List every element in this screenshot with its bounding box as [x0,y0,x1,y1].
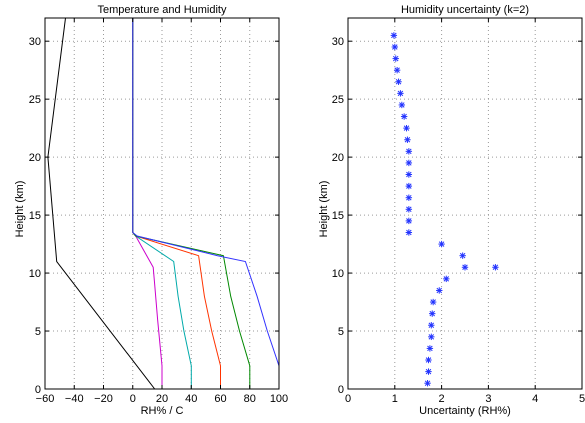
scatter-point [397,90,404,97]
scatter-point [405,194,413,201]
scatter-point [391,43,398,51]
scatter-point [403,124,410,132]
x-axis-label: Uncertainty (RH%) [419,405,511,417]
scatter-point [428,322,435,329]
temperature-humidity-panel: Temperature and Humidity RH% / C Height … [14,4,288,417]
scatter-point [405,159,413,167]
y-tick-label: 5 [35,326,41,338]
scatter-point [438,240,445,248]
scatter-point [424,380,431,387]
scatter-point [392,55,399,62]
x-axis-label: RH% / C [141,405,184,417]
series-lines [47,17,280,390]
x-tick-label: 20 [156,393,168,405]
x-tick-label: −20 [94,393,113,405]
x-tick-label: 80 [244,393,256,405]
series-line-3 [132,18,221,389]
scatter-point [492,264,499,271]
y-tick-label: 20 [332,152,344,164]
axis-ticks: −60 −40 −20 0 20 40 60 80 100 0 5 10 15 20 25 30 [29,18,288,405]
grid [44,18,280,390]
plot-title: Temperature and Humidity [97,4,227,16]
x-tick-label: 2 [439,393,445,405]
scatter-point [425,356,432,364]
scatter-point [398,101,406,109]
y-tick-label: 15 [29,210,41,222]
y-tick-label: 30 [332,36,344,48]
y-tick-label: 0 [35,384,41,396]
scatter-point [405,206,413,213]
scatter-point [404,136,411,143]
y-tick-label: 25 [332,94,344,106]
axis-ticks: 0 1 2 3 4 5 0 5 10 15 20 25 30 [332,18,585,405]
x-tick-label: 1 [392,393,398,405]
x-tick-label: 5 [579,393,585,405]
plot-frame [44,17,280,390]
scatter-point [429,298,437,306]
scatter-point [405,217,413,225]
series-line-2 [132,18,192,389]
x-tick-label: 40 [185,393,197,405]
scatter-point [405,171,413,178]
x-tick-label: 100 [270,393,288,405]
scatter-markers [390,32,499,387]
scatter-point [425,368,432,375]
scatter-point [429,310,436,317]
x-tick-label: 3 [485,393,491,405]
scatter-point [393,66,401,74]
scatter-point [443,275,450,283]
scatter-point [395,78,402,85]
x-tick-label: 0 [130,393,136,405]
x-tick-label: 60 [214,393,226,405]
scatter-point [428,333,435,341]
plot-frame [347,17,583,390]
x-tick-label: −60 [36,393,55,405]
y-tick-label: 10 [29,268,41,280]
y-tick-label: 10 [332,268,344,280]
scatter-point [405,148,413,155]
y-tick-label: 25 [29,94,41,106]
humidity-uncertainty-panel: Humidity uncertainty (k=2) Uncertainty (… [318,4,585,417]
scatter-point [400,113,408,120]
x-tick-label: 0 [345,393,351,405]
y-axis-label: Height (km) [14,181,26,238]
series-line-5 [132,18,280,389]
series-line-1 [132,18,163,389]
x-tick-label: 4 [532,393,538,405]
y-tick-label: 15 [332,210,344,222]
scatter-point [390,32,398,39]
y-tick-label: 0 [338,384,344,396]
scatter-point [405,229,413,236]
scatter-point [405,182,413,190]
grid [347,18,583,390]
y-tick-label: 5 [338,326,344,338]
series-line-4 [132,18,251,389]
scatter-point [436,287,443,294]
x-tick-label: −40 [65,393,84,405]
series-line-0 [47,17,156,390]
y-tick-label: 20 [29,152,41,164]
scatter-point [459,252,466,259]
scatter-point [426,345,434,352]
plot-title: Humidity uncertainty (k=2) [401,4,529,16]
scatter-point [461,264,469,271]
y-axis-label: Height (km) [318,181,330,238]
y-tick-label: 30 [29,36,41,48]
